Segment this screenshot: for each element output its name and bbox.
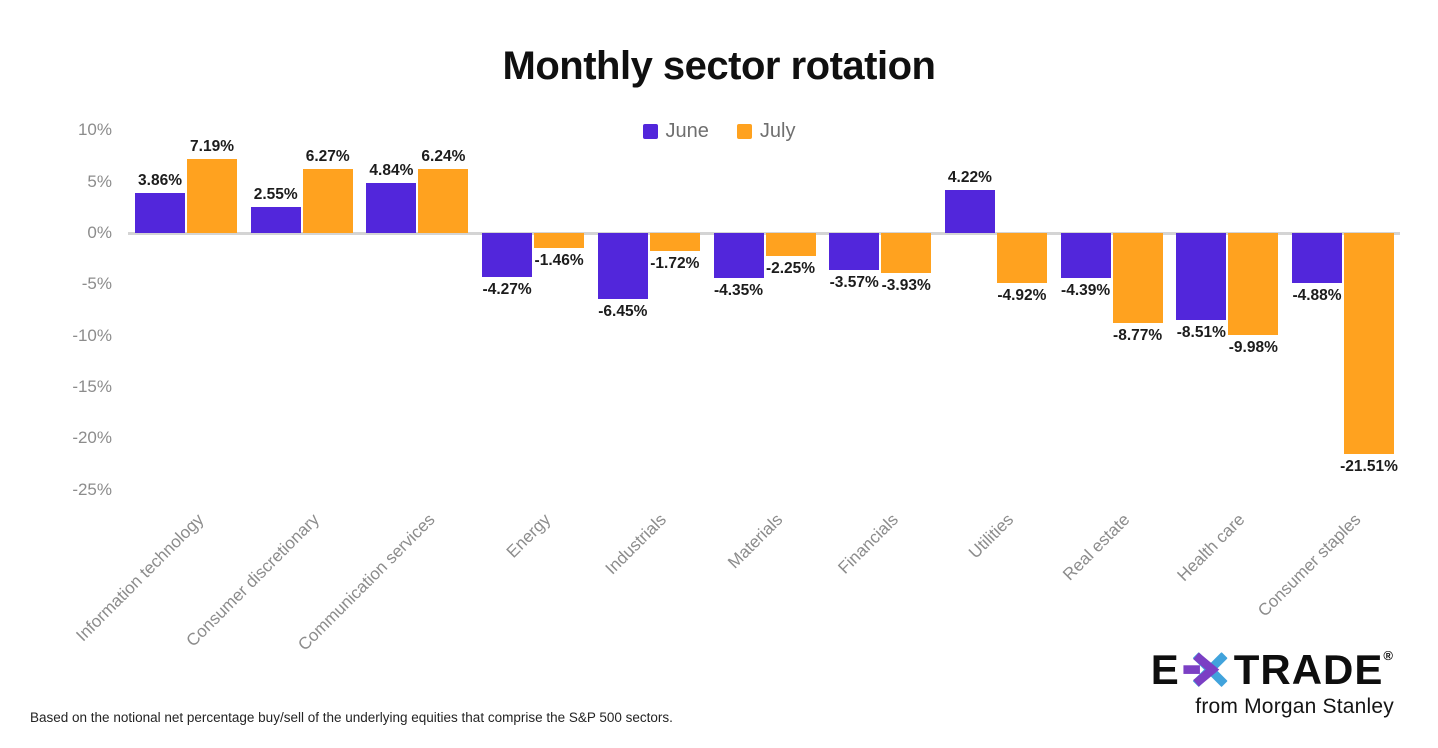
bar-june-real-estate [1060,233,1111,279]
bar-value-june-materials: -4.35% [713,281,764,299]
x-label-utilities: Utilities [965,510,1018,563]
x-label-consumer-staples: Consumer staples [1254,510,1365,621]
bar-june-information-technology [135,193,185,233]
bar-value-june-real-estate: -4.39% [1061,282,1111,300]
y-tick-0-: 0% [87,223,112,242]
legend-label-june: June [665,120,709,142]
bar-value-july-energy: -1.46% [534,251,584,269]
x-label-consumer-discretionary: Consumer discretionary [182,510,324,651]
y-tick--25-: -25% [72,479,112,499]
y-tick-10-: 10% [77,120,112,140]
bar-july-consumer-staples [1344,233,1394,454]
bar-july-real-estate [1112,233,1163,323]
bar-june-utilities [944,189,995,233]
legend-label-july: July [759,120,796,142]
bar-july-health-care [1228,233,1279,336]
bar-value-june-energy: -4.27% [482,280,532,298]
footnote-text: Based on the notional net percentage buy… [30,710,673,725]
bar-value-june-health-care: -8.51% [1176,324,1226,342]
bar-july-financials [881,233,932,274]
bar-value-june-information-technology: 3.86% [138,172,182,190]
etrade-asterisk-icon [1181,648,1233,692]
legend-swatch-june [642,124,658,139]
bar-value-july-industrials: -1.72% [650,254,700,272]
logo-letters-trade: TRADE [1233,646,1384,693]
x-label-health-care: Health care [1173,510,1249,585]
registered-mark: ® [1383,648,1394,663]
y-tick--10-: -10% [72,325,112,345]
zero-baseline [128,232,1400,235]
bar-value-july-utilities: -4.92% [997,287,1047,305]
bar-june-health-care [1176,233,1227,321]
bar-value-july-real-estate: -8.77% [1113,326,1163,344]
bar-value-june-communication-services: 4.84% [369,162,414,180]
legend-swatch-july [736,124,752,139]
bar-june-industrials [597,233,648,300]
bar-value-june-consumer-discretionary: 2.55% [253,185,298,203]
bar-june-financials [829,233,880,270]
x-label-financials: Financials [834,510,902,578]
y-tick--5-: -5% [81,274,112,294]
bar-july-information-technology [187,159,237,233]
x-label-communication-services: Communication services [294,510,439,655]
bar-value-june-consumer-staples: -4.88% [1292,287,1342,305]
x-label-energy: Energy [503,510,555,562]
bar-july-industrials [649,233,700,251]
bar-july-utilities [996,233,1047,284]
bar-value-july-consumer-staples: -21.51% [1340,457,1398,475]
bar-value-july-information-technology: 7.19% [190,138,234,156]
bar-value-july-health-care: -9.98% [1228,339,1278,357]
bar-value-june-financials: -3.57% [829,273,879,291]
chart-title: Monthly sector rotation [502,44,936,88]
bar-value-july-communication-services: 6.24% [421,147,466,165]
legend-item-june: June [642,120,709,143]
chart-legend: June July [0,120,1438,143]
y-tick-5-: 5% [87,171,112,191]
x-label-materials: Materials [723,510,786,573]
bar-june-consumer-staples [1292,233,1342,284]
etrade-wordmark: E TRADE ® [1151,648,1394,692]
bar-june-energy [482,233,533,277]
bar-june-materials [713,233,764,278]
bar-value-july-financials: -3.93% [881,277,931,295]
bar-july-consumer-discretionary [302,168,353,233]
bar-july-communication-services [418,168,469,233]
x-label-real-estate: Real estate [1058,510,1134,585]
legend-item-july: July [736,120,796,143]
y-tick--20-: -20% [72,428,112,448]
bar-july-materials [765,233,816,257]
logo-tagline: from Morgan Stanley [1195,695,1394,718]
y-tick--15-: -15% [72,376,112,396]
bar-june-consumer-discretionary [250,206,301,233]
logo-letter-e: E [1150,646,1180,693]
bar-value-july-materials: -2.25% [765,260,816,278]
bar-june-communication-services [366,183,417,233]
etrade-logo: E TRADE ® from Morgan Stanley [1151,648,1394,719]
bar-july-energy [534,233,585,248]
x-label-information-technology: Information technology [72,510,208,646]
x-label-industrials: Industrials [602,510,671,579]
bar-value-july-consumer-discretionary: 6.27% [305,147,350,165]
bar-value-june-utilities: 4.22% [947,168,992,186]
bar-value-june-industrials: -6.45% [598,303,648,321]
